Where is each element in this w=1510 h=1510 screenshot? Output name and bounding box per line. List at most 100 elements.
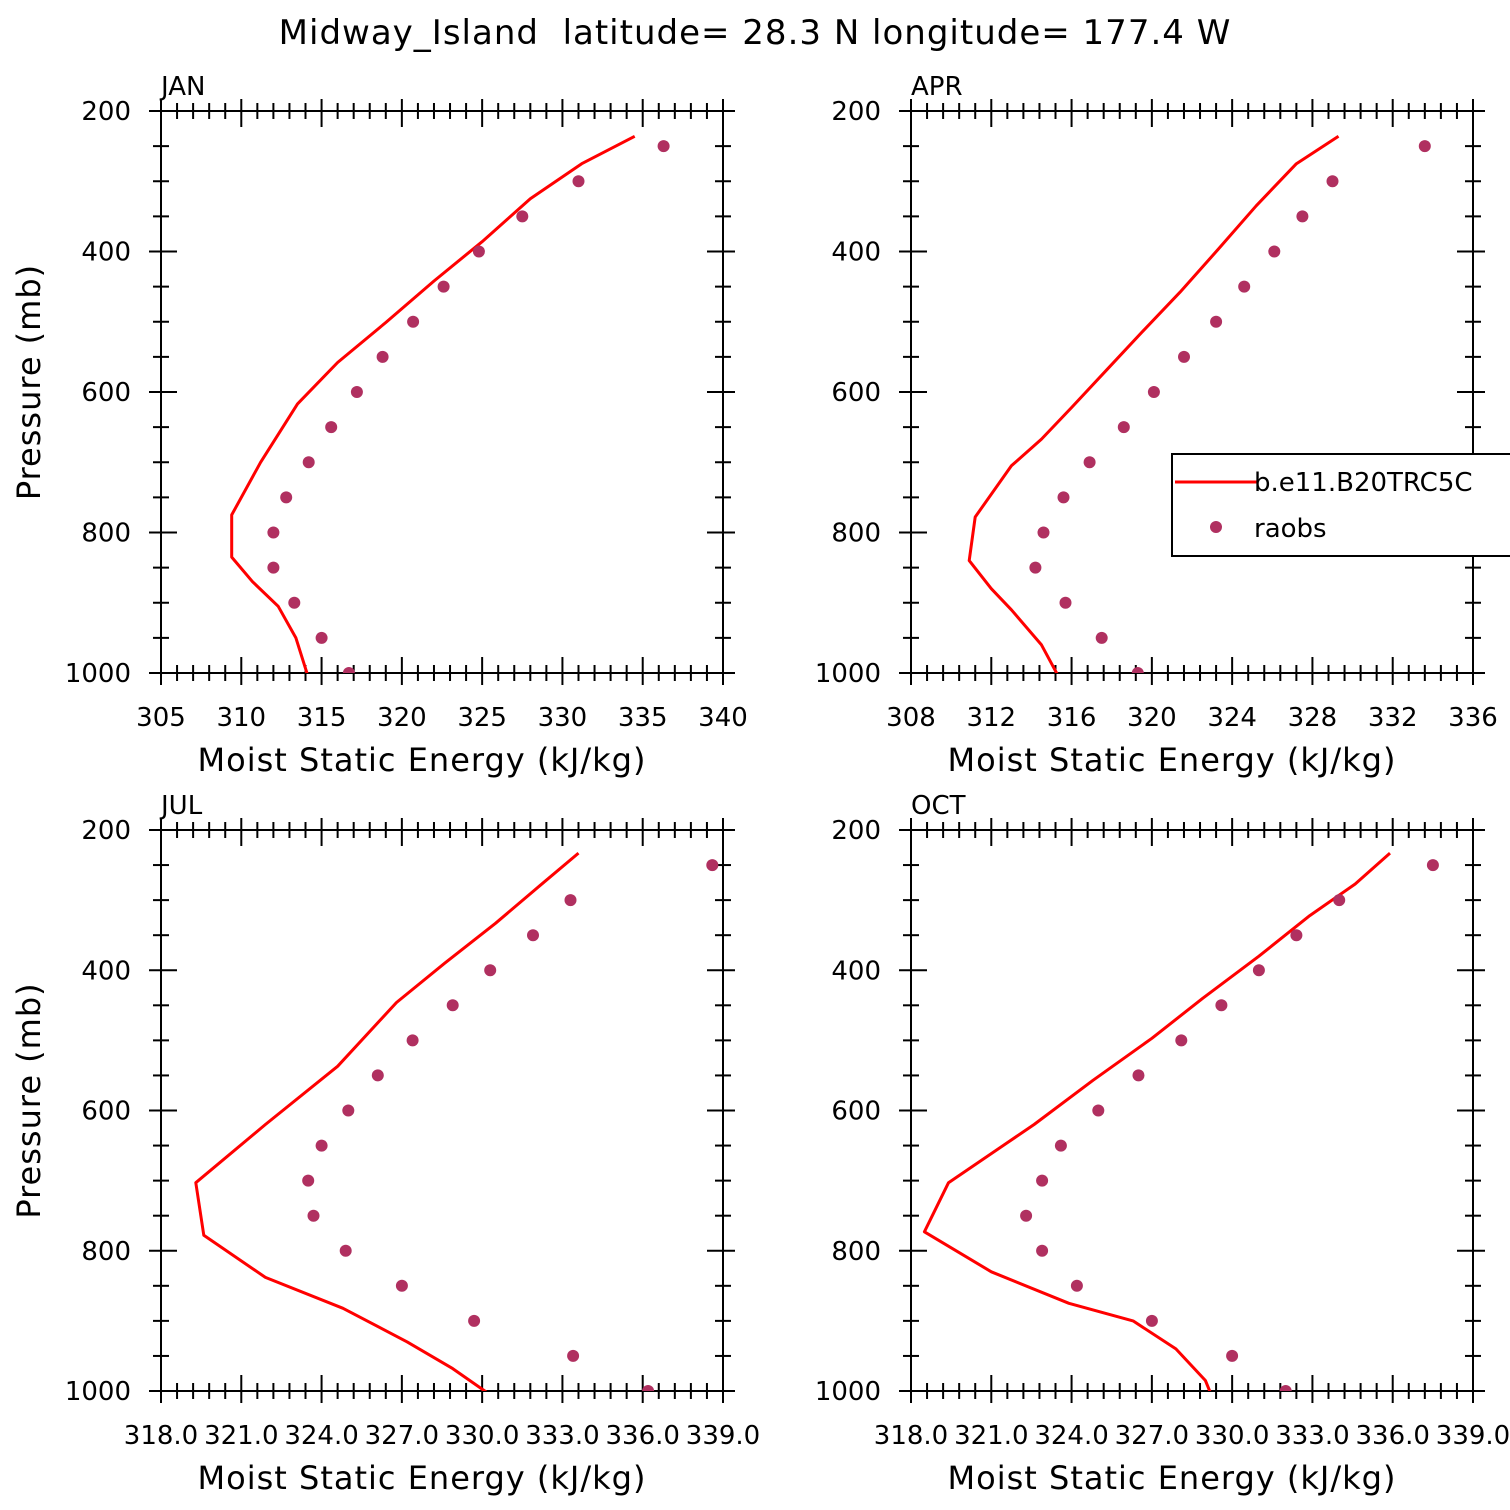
x-axis-label: Moist Static Energy (kJ/kg) — [948, 1459, 1397, 1497]
y-tick-label: 800 — [81, 519, 131, 549]
legend-model-label: b.e11.B20TRC5C — [1254, 468, 1473, 498]
plot-frame — [910, 110, 1474, 674]
data-point-raobs — [1418, 140, 1431, 153]
x-tick-label: 316 — [1047, 703, 1097, 733]
data-point-raobs — [315, 631, 328, 644]
data-point-raobs — [307, 1209, 320, 1222]
data-point-raobs — [1175, 1034, 1188, 1047]
y-tick-label: 400 — [81, 238, 131, 268]
data-point-raobs — [564, 894, 577, 907]
data-point-raobs — [446, 999, 459, 1012]
x-tick-label: 321.0 — [954, 1421, 1028, 1451]
data-point-raobs — [280, 491, 293, 504]
figure-title: Midway_Island latitude= 28.3 N longitude… — [279, 13, 1232, 53]
x-tick-label: 333.0 — [1275, 1421, 1349, 1451]
x-tick-label: 324.0 — [284, 1421, 358, 1451]
legend-box — [1171, 453, 1510, 557]
series-line-model — [194, 851, 580, 1391]
y-tick-label: 400 — [831, 956, 881, 986]
x-tick-label: 333.0 — [525, 1421, 599, 1451]
plot-area — [230, 134, 670, 673]
data-point-raobs — [657, 140, 670, 153]
data-point-raobs — [1210, 315, 1223, 328]
data-point-raobs — [1037, 526, 1050, 539]
data-point-raobs — [376, 350, 389, 363]
series-line-model — [230, 134, 636, 673]
panel-title: APR — [911, 72, 963, 102]
data-point-raobs — [1252, 964, 1265, 977]
plot-area — [194, 851, 719, 1391]
legend-obs-label: raobs — [1254, 514, 1327, 544]
x-tick-label: 325 — [457, 703, 507, 733]
x-tick-label: 324 — [1207, 703, 1257, 733]
data-point-raobs — [1029, 561, 1042, 574]
x-tick-label: 330 — [538, 703, 588, 733]
data-point-raobs — [1296, 210, 1309, 223]
data-point-raobs — [267, 526, 280, 539]
data-point-raobs — [1059, 596, 1072, 609]
data-point-raobs — [572, 175, 585, 188]
x-tick-label: 330.0 — [445, 1421, 519, 1451]
x-tick-label: 332 — [1368, 703, 1418, 733]
data-point-raobs — [1036, 1244, 1049, 1257]
y-tick-label: 600 — [81, 1097, 131, 1127]
x-tick-label: 312 — [966, 703, 1016, 733]
y-tick-label: 600 — [81, 378, 131, 408]
data-point-raobs — [1326, 175, 1339, 188]
x-tick-label: 320 — [1127, 703, 1177, 733]
y-axis-label: Pressure (mb) — [10, 264, 48, 500]
data-point-raobs — [468, 1314, 481, 1327]
data-point-raobs — [1215, 999, 1228, 1012]
legend-marker-swatch — [1210, 521, 1222, 533]
y-tick-label: 800 — [831, 519, 881, 549]
data-point-raobs — [325, 421, 338, 434]
x-tick-label: 324.0 — [1034, 1421, 1108, 1451]
panel-apr: 308 312 316 320 324 328 332 336 200 400 600 800 1000… — [815, 72, 1498, 779]
data-point-raobs — [472, 245, 485, 258]
data-point-raobs — [1095, 631, 1108, 644]
x-axis-label: Moist Static Energy (kJ/kg) — [948, 741, 1397, 779]
data-point-raobs — [407, 315, 420, 328]
x-tick-label: 336 — [1448, 703, 1498, 733]
y-tick-label: 400 — [81, 956, 131, 986]
panel-title: OCT — [911, 791, 966, 821]
panel-jan: 305 310 315 320 325 330 335 340 200 400 600 800 1000… — [10, 72, 748, 779]
x-tick-label: 318.0 — [874, 1421, 948, 1451]
data-point-raobs — [1238, 280, 1251, 293]
y-tick-label: 200 — [831, 97, 881, 127]
x-tick-label: 335 — [618, 703, 668, 733]
data-point-raobs — [339, 1244, 352, 1257]
data-point-raobs — [642, 1385, 655, 1391]
data-point-raobs — [302, 456, 315, 469]
data-point-raobs — [1145, 1314, 1158, 1327]
data-point-raobs — [342, 1104, 355, 1117]
data-point-raobs — [1268, 245, 1281, 258]
data-point-raobs — [437, 280, 450, 293]
y-axis-label: Pressure (mb) — [10, 982, 48, 1218]
x-tick-label: 321.0 — [204, 1421, 278, 1451]
x-tick-label: 336.0 — [605, 1421, 679, 1451]
x-tick-label: 330.0 — [1195, 1421, 1269, 1451]
data-point-raobs — [1092, 1104, 1105, 1117]
data-point-raobs — [1057, 491, 1070, 504]
panel-jul: 318.0 321.0 324.0 327.0 330.0 333.0 336.0 339.0… — [10, 791, 760, 1497]
data-point-raobs — [527, 929, 539, 942]
data-point-raobs — [371, 1069, 384, 1082]
x-tick-label: 336.0 — [1355, 1421, 1429, 1451]
data-point-raobs — [288, 596, 301, 609]
legend: b.e11.B20TRC5C raobs — [1171, 453, 1510, 557]
data-point-raobs — [1036, 1174, 1049, 1187]
x-tick-label: 339.0 — [1436, 1421, 1510, 1451]
data-point-raobs — [1426, 859, 1439, 872]
y-tick-label: 200 — [831, 816, 881, 846]
y-tick-label: 400 — [831, 238, 881, 268]
data-point-raobs — [1070, 1279, 1083, 1292]
data-point-raobs — [516, 210, 529, 223]
data-point-raobs — [1132, 1069, 1145, 1082]
panels: 305 310 315 320 325 330 335 340 200 400 600 800 1000… — [10, 72, 1510, 1497]
data-point-raobs — [567, 1349, 580, 1362]
x-tick-label: 339.0 — [686, 1421, 760, 1451]
data-point-raobs — [1054, 1139, 1067, 1152]
plot-frame — [910, 829, 1474, 1392]
